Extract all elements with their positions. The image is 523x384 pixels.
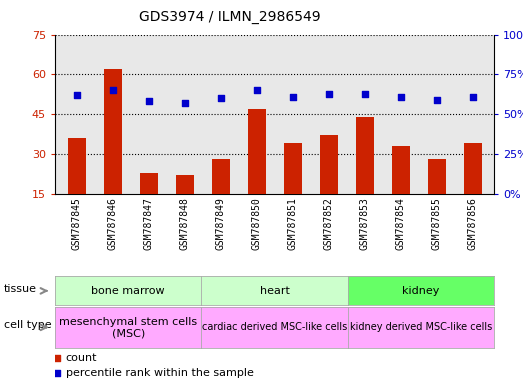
Point [433, 97, 441, 103]
Text: kidney derived MSC-like cells: kidney derived MSC-like cells [350, 322, 492, 333]
Point [108, 87, 117, 93]
Bar [104, 69, 121, 194]
Bar [463, 144, 482, 194]
Point [288, 94, 297, 100]
Bar [356, 117, 373, 194]
Text: heart: heart [259, 286, 290, 296]
Text: bone marrow: bone marrow [92, 286, 165, 296]
Bar [140, 173, 157, 194]
Point [180, 100, 189, 106]
Text: tissue: tissue [4, 285, 37, 295]
Bar [283, 144, 302, 194]
Bar [320, 136, 337, 194]
Point [253, 87, 261, 93]
Text: mesenchymal stem cells
(MSC): mesenchymal stem cells (MSC) [59, 316, 197, 338]
Point [469, 94, 477, 100]
Point [53, 370, 62, 376]
Point [53, 355, 62, 361]
Point [324, 91, 333, 97]
Text: cardiac derived MSC-like cells: cardiac derived MSC-like cells [202, 322, 347, 333]
Point [144, 98, 153, 104]
Text: GDS3974 / ILMN_2986549: GDS3974 / ILMN_2986549 [139, 10, 321, 23]
Point [217, 95, 225, 101]
Bar [176, 175, 194, 194]
Point [360, 91, 369, 97]
Bar [428, 159, 446, 194]
Text: count: count [66, 353, 97, 363]
Bar [392, 146, 410, 194]
Point [396, 94, 405, 100]
Text: percentile rank within the sample: percentile rank within the sample [66, 368, 254, 378]
Text: cell type: cell type [4, 320, 52, 330]
Text: kidney: kidney [402, 286, 440, 296]
Bar [247, 109, 266, 194]
Point [72, 92, 81, 98]
Bar [212, 159, 230, 194]
Bar [67, 138, 86, 194]
